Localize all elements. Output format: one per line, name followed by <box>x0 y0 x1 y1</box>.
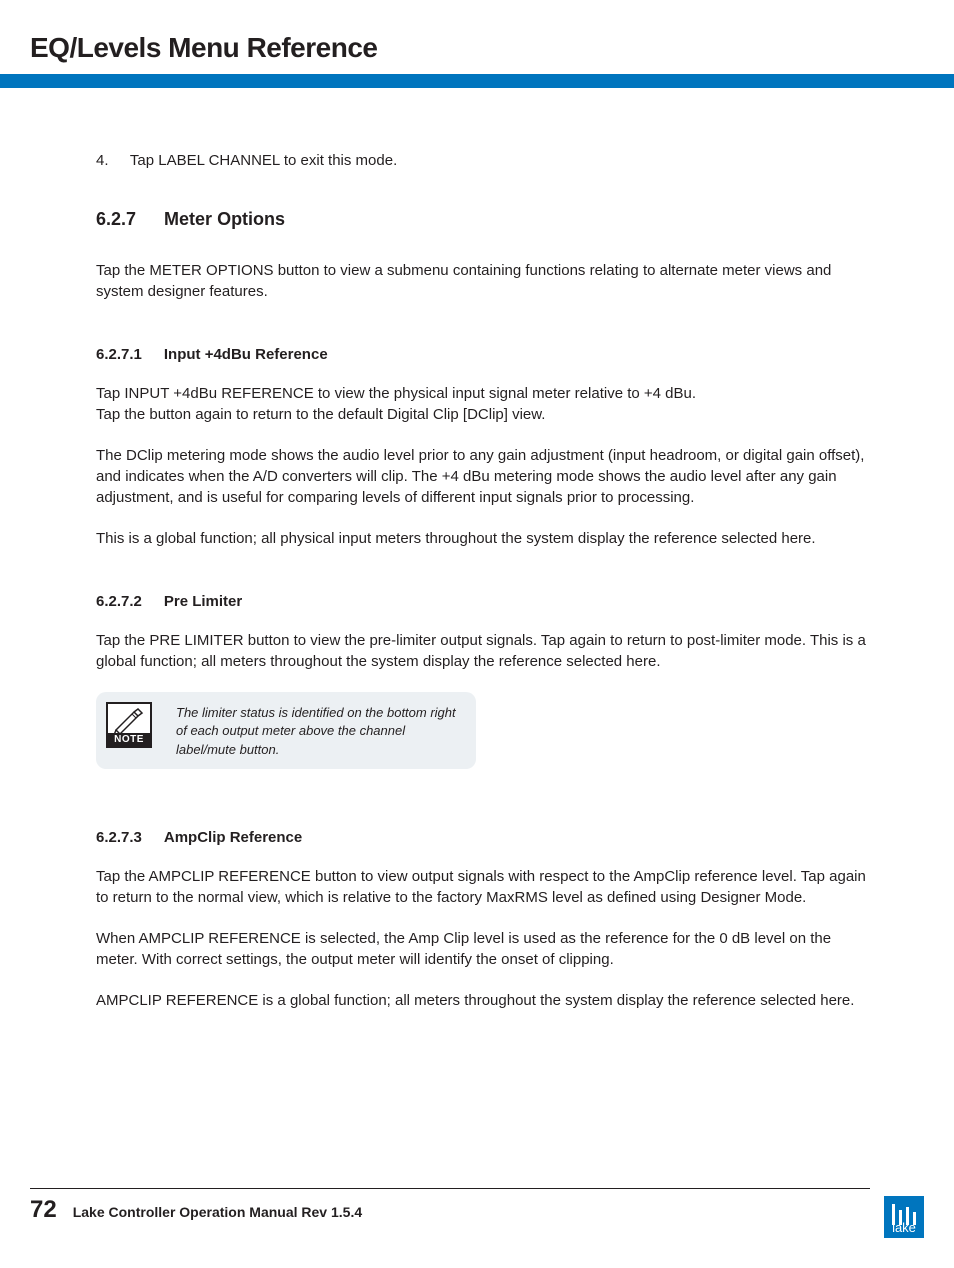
logo-text: lake <box>892 1220 916 1235</box>
subsection-number: 6.2.7.3 <box>96 827 142 848</box>
subsection-title: Input +4dBu Reference <box>164 344 328 365</box>
note-icon: NOTE <box>106 702 152 748</box>
subsection-title: Pre Limiter <box>164 591 242 612</box>
body-paragraph: This is a global function; all physical … <box>96 528 872 549</box>
section-intro: Tap the METER OPTIONS button to view a s… <box>96 260 872 302</box>
note-text: The limiter status is identified on the … <box>176 702 462 759</box>
note-icon-container: NOTE <box>106 702 156 748</box>
step-number: 4. <box>96 150 126 171</box>
step-text: Tap LABEL CHANNEL to exit this mode. <box>130 152 397 169</box>
section-heading: 6.2.7 Meter Options <box>96 207 872 232</box>
page-footer: 72 Lake Controller Operation Manual Rev … <box>30 1196 362 1224</box>
subsection-number: 6.2.7.2 <box>96 591 142 612</box>
header-accent-band <box>0 74 954 88</box>
page-header: EQ/Levels Menu Reference <box>30 32 924 72</box>
page: EQ/Levels Menu Reference 4. Tap LABEL CH… <box>0 0 954 1268</box>
subsection-heading: 6.2.7.3 AmpClip Reference <box>96 827 872 848</box>
body-paragraph: Tap the PRE LIMITER button to view the p… <box>96 630 872 672</box>
body-paragraph: Tap the AMPCLIP REFERENCE button to view… <box>96 866 872 908</box>
body-paragraph: Tap INPUT +4dBu REFERENCE to view the ph… <box>96 383 872 425</box>
section-title: Meter Options <box>164 207 285 232</box>
note-label: NOTE <box>108 733 150 746</box>
subsection-heading: 6.2.7.1 Input +4dBu Reference <box>96 344 872 365</box>
page-title: EQ/Levels Menu Reference <box>30 32 924 72</box>
step-item: 4. Tap LABEL CHANNEL to exit this mode. <box>96 150 872 171</box>
page-content: 4. Tap LABEL CHANNEL to exit this mode. … <box>96 150 872 1031</box>
subsection-title: AmpClip Reference <box>164 827 302 848</box>
subsection-number: 6.2.7.1 <box>96 344 142 365</box>
page-background: EQ/Levels Menu Reference 4. Tap LABEL CH… <box>0 0 954 1268</box>
page-number: 72 <box>30 1196 57 1224</box>
note-callout: NOTE The limiter status is identified on… <box>96 692 476 769</box>
body-paragraph: AMPCLIP REFERENCE is a global function; … <box>96 990 872 1011</box>
subsection-heading: 6.2.7.2 Pre Limiter <box>96 591 872 612</box>
lake-logo: lake <box>884 1196 924 1238</box>
section-number: 6.2.7 <box>96 207 136 232</box>
body-paragraph: When AMPCLIP REFERENCE is selected, the … <box>96 928 872 970</box>
footer-doc-title: Lake Controller Operation Manual Rev 1.5… <box>73 1204 362 1220</box>
footer-rule <box>30 1188 870 1189</box>
body-paragraph: The DClip metering mode shows the audio … <box>96 445 872 508</box>
